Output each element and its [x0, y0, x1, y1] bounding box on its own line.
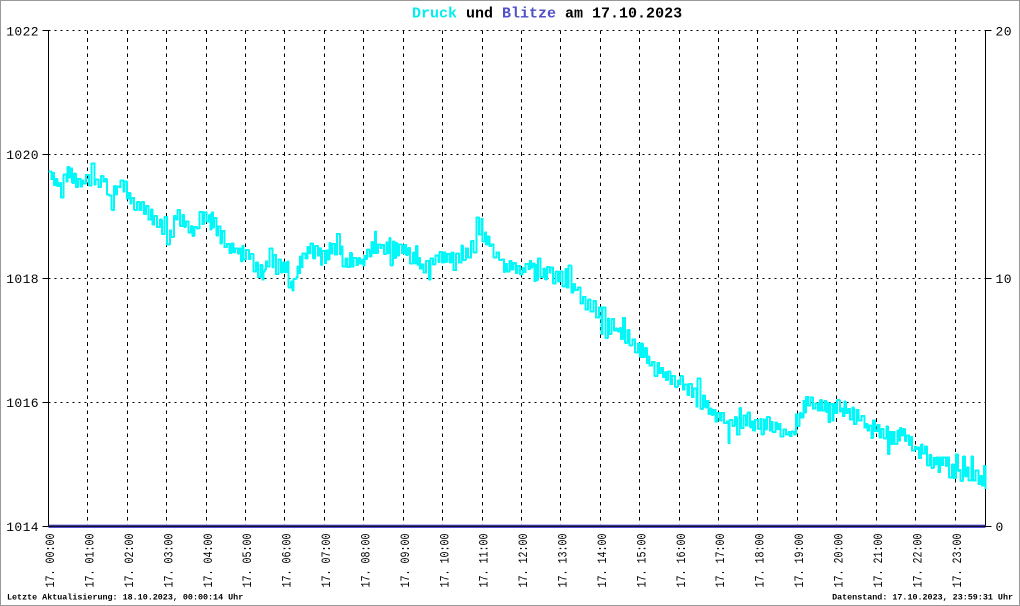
- svg-text:17. 19:00: 17. 19:00: [793, 533, 807, 587]
- svg-text:Datenstand: 17.10.2023, 23:59:: Datenstand: 17.10.2023, 23:59:31 Uhr: [832, 593, 1013, 603]
- svg-text:17. 16:00: 17. 16:00: [675, 533, 689, 587]
- svg-text:17. 00:00: 17. 00:00: [44, 533, 58, 587]
- svg-text:17. 01:00: 17. 01:00: [83, 533, 97, 587]
- svg-text:1022: 1022: [6, 24, 39, 39]
- svg-text:17. 15:00: 17. 15:00: [635, 533, 649, 587]
- svg-text:1020: 1020: [6, 148, 39, 163]
- svg-text:17. 13:00: 17. 13:00: [557, 533, 571, 587]
- svg-text:10: 10: [996, 272, 1012, 287]
- svg-text:1018: 1018: [6, 272, 39, 287]
- svg-text:17. 05:00: 17. 05:00: [241, 533, 255, 587]
- svg-text:17. 12:00: 17. 12:00: [517, 533, 531, 587]
- svg-text:17. 21:00: 17. 21:00: [872, 533, 886, 587]
- svg-text:Druck und Blitze am 17.10.2023: Druck und Blitze am 17.10.2023: [412, 6, 682, 23]
- svg-text:17. 17:00: 17. 17:00: [714, 533, 728, 587]
- svg-text:17. 06:00: 17. 06:00: [281, 533, 295, 587]
- svg-text:17. 08:00: 17. 08:00: [359, 533, 373, 587]
- svg-text:1014: 1014: [6, 520, 39, 535]
- svg-text:17. 14:00: 17. 14:00: [596, 533, 610, 587]
- svg-text:1016: 1016: [6, 396, 39, 411]
- svg-text:17. 20:00: 17. 20:00: [832, 533, 846, 587]
- svg-text:Letzte Aktualisierung: 18.10.2: Letzte Aktualisierung: 18.10.2023, 00:00…: [7, 593, 243, 603]
- svg-text:17. 03:00: 17. 03:00: [162, 533, 176, 587]
- svg-text:17. 22:00: 17. 22:00: [911, 533, 925, 587]
- svg-text:17. 18:00: 17. 18:00: [754, 533, 768, 587]
- svg-text:17. 10:00: 17. 10:00: [438, 533, 452, 587]
- svg-text:20: 20: [996, 24, 1012, 39]
- svg-text:17. 07:00: 17. 07:00: [320, 533, 334, 587]
- svg-text:17. 09:00: 17. 09:00: [399, 533, 413, 587]
- svg-text:17. 02:00: 17. 02:00: [123, 533, 137, 587]
- svg-text:0: 0: [996, 520, 1004, 535]
- svg-text:17. 04:00: 17. 04:00: [202, 533, 216, 587]
- svg-text:17. 11:00: 17. 11:00: [478, 533, 492, 587]
- svg-text:17. 23:00: 17. 23:00: [951, 533, 965, 587]
